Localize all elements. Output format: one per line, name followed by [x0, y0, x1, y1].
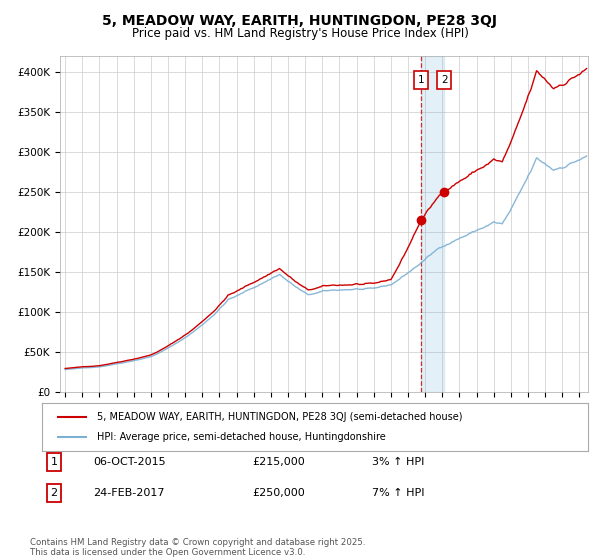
Text: 3% ↑ HPI: 3% ↑ HPI — [372, 457, 424, 467]
Text: 2: 2 — [50, 488, 58, 498]
Text: 06-OCT-2015: 06-OCT-2015 — [93, 457, 166, 467]
Text: 7% ↑ HPI: 7% ↑ HPI — [372, 488, 425, 498]
Text: 5, MEADOW WAY, EARITH, HUNTINGDON, PE28 3QJ: 5, MEADOW WAY, EARITH, HUNTINGDON, PE28 … — [103, 14, 497, 28]
Text: 1: 1 — [418, 75, 424, 85]
Text: 2: 2 — [441, 75, 448, 85]
Text: £250,000: £250,000 — [252, 488, 305, 498]
Bar — [421, 56, 445, 392]
Text: 1: 1 — [50, 457, 58, 467]
Text: £215,000: £215,000 — [252, 457, 305, 467]
Text: Price paid vs. HM Land Registry's House Price Index (HPI): Price paid vs. HM Land Registry's House … — [131, 27, 469, 40]
Text: HPI: Average price, semi-detached house, Huntingdonshire: HPI: Average price, semi-detached house,… — [97, 432, 385, 442]
Text: 5, MEADOW WAY, EARITH, HUNTINGDON, PE28 3QJ (semi-detached house): 5, MEADOW WAY, EARITH, HUNTINGDON, PE28 … — [97, 412, 462, 422]
Text: Contains HM Land Registry data © Crown copyright and database right 2025.
This d: Contains HM Land Registry data © Crown c… — [30, 538, 365, 557]
Text: 24-FEB-2017: 24-FEB-2017 — [93, 488, 164, 498]
